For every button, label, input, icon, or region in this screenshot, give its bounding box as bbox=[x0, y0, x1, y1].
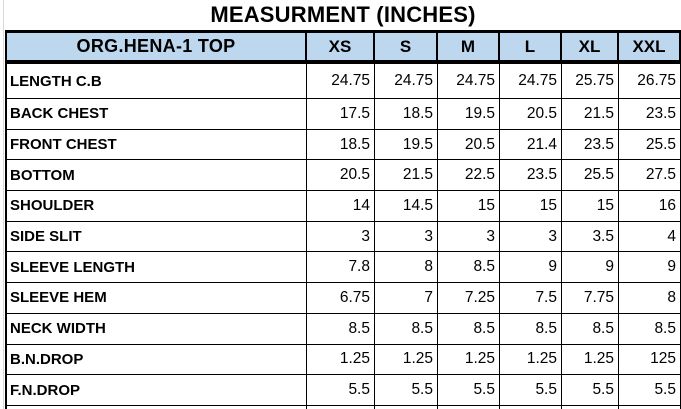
measurement-cell: 1.25 bbox=[375, 344, 438, 376]
measurement-cell: 21.4 bbox=[500, 129, 562, 161]
measurement-cell: 24.75 bbox=[500, 64, 562, 99]
measurement-cell: 24.75 bbox=[375, 64, 438, 99]
measurement-cell: 7.8 bbox=[307, 252, 375, 284]
row-label: B.N.DROP bbox=[7, 344, 307, 376]
measurement-cell: 23.5 bbox=[562, 129, 619, 161]
measurement-cell: 8.5 bbox=[307, 313, 375, 345]
row-label: SHOULDER bbox=[7, 191, 307, 222]
clipped-empty-cell bbox=[375, 405, 438, 409]
measurement-cell: 15 bbox=[438, 191, 500, 222]
row-label: F.N.DROP bbox=[7, 375, 307, 406]
measurement-cell: 8.5 bbox=[562, 313, 619, 345]
column-header-size-0: XS bbox=[307, 30, 375, 64]
measurement-cell: 25.5 bbox=[619, 129, 681, 161]
row-label: LENGTH C.B bbox=[7, 64, 307, 99]
measurement-cell: 8.5 bbox=[375, 313, 438, 345]
clipped-empty-cell bbox=[7, 405, 307, 409]
measurement-cell: 19.5 bbox=[438, 99, 500, 130]
measurement-cell: 8.5 bbox=[619, 313, 681, 345]
measurement-cell: 24.75 bbox=[438, 64, 500, 99]
measurement-cell: 20.5 bbox=[500, 99, 562, 130]
measurement-cell: 9 bbox=[619, 252, 681, 284]
measurement-cell: 7.25 bbox=[438, 283, 500, 314]
clipped-empty-cell bbox=[562, 405, 619, 409]
measurement-cell: 5.5 bbox=[375, 375, 438, 406]
column-header-size-1: S bbox=[375, 30, 438, 64]
measurement-cell: 17.5 bbox=[307, 99, 375, 130]
measurement-cell: 7.5 bbox=[500, 283, 562, 314]
row-label: SIDE SLIT bbox=[7, 221, 307, 253]
measurement-cell: 8 bbox=[619, 283, 681, 314]
measurement-cell: 18.5 bbox=[375, 99, 438, 130]
measurement-cell: 9 bbox=[562, 252, 619, 284]
measurement-cell: 1.25 bbox=[438, 344, 500, 376]
row-label: BACK CHEST bbox=[7, 99, 307, 130]
measurement-cell: 1.25 bbox=[307, 344, 375, 376]
measurement-cell: 22.5 bbox=[438, 160, 500, 192]
column-header-size-2: M bbox=[438, 30, 500, 64]
measurement-cell: 3 bbox=[438, 221, 500, 253]
measurement-cell: 3 bbox=[307, 221, 375, 253]
column-header-style: ORG.HENA-1 TOP bbox=[7, 30, 307, 64]
row-label: BOTTOM bbox=[7, 160, 307, 192]
measurement-cell: 5.5 bbox=[438, 375, 500, 406]
measurement-cell: 27.5 bbox=[619, 160, 681, 192]
measurement-cell: 21.5 bbox=[375, 160, 438, 192]
column-header-size-4: XL bbox=[562, 30, 619, 64]
measurement-cell: 5.5 bbox=[619, 375, 681, 406]
row-label: SLEEVE LENGTH bbox=[7, 252, 307, 284]
measurement-cell: 23.5 bbox=[619, 99, 681, 130]
clipped-empty-cell bbox=[500, 405, 562, 409]
measurement-grid: ORG.HENA-1 TOP XS S M L XL XXL LENGTH C.B 24.75 2… bbox=[5, 30, 681, 409]
measurement-cell: 15 bbox=[500, 191, 562, 222]
measurement-cell: 7.75 bbox=[562, 283, 619, 314]
measurement-cell: 8 bbox=[375, 252, 438, 284]
measurement-cell: 5.5 bbox=[500, 375, 562, 406]
measurement-cell: 24.75 bbox=[307, 64, 375, 99]
measurement-cell: 14 bbox=[307, 191, 375, 222]
measurement-cell: 125 bbox=[619, 344, 681, 376]
measurement-cell: 23.5 bbox=[500, 160, 562, 192]
measurement-cell: 8.5 bbox=[438, 252, 500, 284]
page-title: MEASURMENT (INCHES) bbox=[210, 2, 476, 27]
measurement-cell: 20.5 bbox=[307, 160, 375, 192]
measurement-cell: 6.75 bbox=[307, 283, 375, 314]
measurement-cell: 15 bbox=[562, 191, 619, 222]
measurement-cell: 18.5 bbox=[307, 129, 375, 161]
column-header-size-5: XXL bbox=[619, 30, 681, 64]
measurement-cell: 1.25 bbox=[562, 344, 619, 376]
measurement-cell: 1.25 bbox=[500, 344, 562, 376]
measurement-cell: 14.5 bbox=[375, 191, 438, 222]
measurement-cell: 9 bbox=[500, 252, 562, 284]
measurement-cell: 3 bbox=[375, 221, 438, 253]
measurement-cell: 8.5 bbox=[438, 313, 500, 345]
measurement-cell: 4 bbox=[619, 221, 681, 253]
measurement-cell: 3 bbox=[500, 221, 562, 253]
measurement-cell: 26.75 bbox=[619, 64, 681, 99]
measurement-cell: 7 bbox=[375, 283, 438, 314]
measurement-cell: 5.5 bbox=[562, 375, 619, 406]
row-label: FRONT CHEST bbox=[7, 129, 307, 161]
measurement-cell: 19.5 bbox=[375, 129, 438, 161]
column-header-size-3: L bbox=[500, 30, 562, 64]
measurement-cell: 21.5 bbox=[562, 99, 619, 130]
measurement-cell: 3.5 bbox=[562, 221, 619, 253]
left-gridline bbox=[3, 0, 4, 409]
clipped-empty-cell bbox=[438, 405, 500, 409]
measurement-cell: 25.5 bbox=[562, 160, 619, 192]
row-label: SLEEVE HEM bbox=[7, 283, 307, 314]
measurement-cell: 16 bbox=[619, 191, 681, 222]
measurement-cell: 5.5 bbox=[307, 375, 375, 406]
measurement-cell: 8.5 bbox=[500, 313, 562, 345]
measurement-cell: 20.5 bbox=[438, 129, 500, 161]
measurement-cell: 25.75 bbox=[562, 64, 619, 99]
clipped-empty-cell bbox=[307, 405, 375, 409]
row-label: NECK WIDTH bbox=[7, 313, 307, 345]
